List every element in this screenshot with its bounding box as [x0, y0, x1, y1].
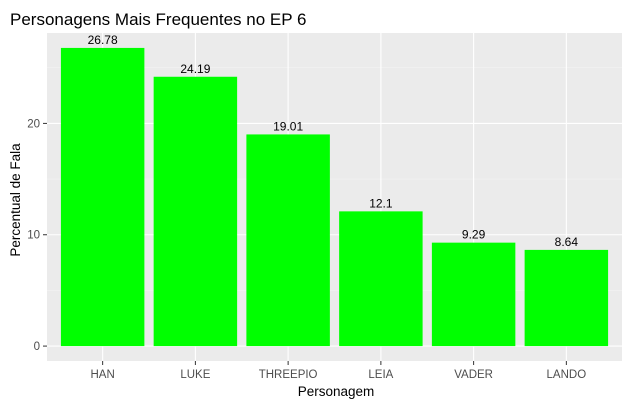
bar-han — [60, 47, 145, 347]
data-label-lando: 8.64 — [555, 235, 579, 249]
x-tick-label: HAN — [91, 369, 115, 381]
bar-leia — [339, 211, 423, 347]
x-tick-label: LANDO — [547, 369, 587, 381]
data-label-vader: 9.29 — [462, 228, 486, 242]
bar-lando — [524, 249, 609, 347]
y-axis: 0 10 20 — [27, 118, 47, 353]
data-label-threepio: 19.01 — [273, 119, 303, 133]
y-tick-label: 20 — [27, 118, 40, 130]
data-label-luke: 24.19 — [180, 62, 210, 76]
data-labels: 26.78 24.19 19.01 12.1 9.29 8.64 — [88, 33, 579, 249]
y-axis-title: Percentual de Fala — [8, 143, 23, 257]
x-tick-label: LEIA — [368, 369, 393, 381]
bars — [60, 47, 609, 347]
bar-vader — [431, 242, 516, 347]
bar-threepio — [246, 134, 330, 347]
x-axis-title: Personagem — [298, 384, 375, 399]
data-label-han: 26.78 — [88, 33, 118, 47]
x-tick-label: THREEPIO — [259, 369, 318, 381]
y-tick-label: 10 — [27, 230, 40, 242]
data-label-leia: 12.1 — [369, 196, 393, 210]
x-tick-label: VADER — [454, 369, 493, 381]
x-axis: HAN LUKE THREEPIO LEIA VADER LANDO — [91, 361, 587, 381]
bar-luke — [153, 76, 238, 347]
y-tick-label: 0 — [34, 341, 40, 353]
x-tick-label: LUKE — [180, 369, 210, 381]
chart-title: Personagens Mais Frequentes no EP 6 — [10, 10, 306, 29]
